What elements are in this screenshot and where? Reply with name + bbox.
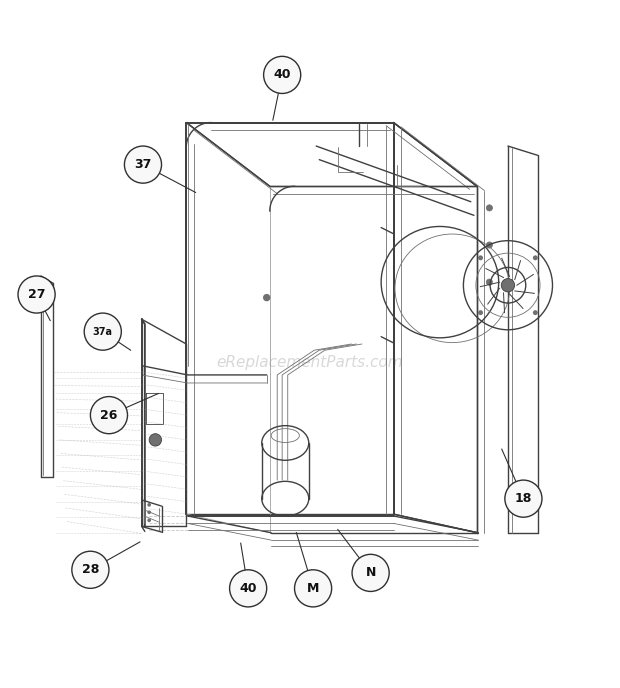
Text: 37a: 37a xyxy=(93,327,113,336)
Circle shape xyxy=(148,510,151,514)
Circle shape xyxy=(264,56,301,94)
Text: 37: 37 xyxy=(135,158,152,171)
Circle shape xyxy=(125,146,162,183)
Circle shape xyxy=(502,279,515,292)
Text: 26: 26 xyxy=(100,409,118,422)
Circle shape xyxy=(229,570,267,607)
Text: M: M xyxy=(307,582,319,595)
Text: 28: 28 xyxy=(82,563,99,577)
Circle shape xyxy=(148,519,151,522)
Text: 40: 40 xyxy=(273,68,291,81)
Circle shape xyxy=(352,555,389,592)
Circle shape xyxy=(263,294,270,301)
Text: N: N xyxy=(365,566,376,579)
Circle shape xyxy=(505,480,542,517)
Circle shape xyxy=(486,279,492,286)
Circle shape xyxy=(84,313,122,350)
Circle shape xyxy=(72,551,109,588)
Text: 40: 40 xyxy=(239,582,257,595)
Circle shape xyxy=(478,310,483,315)
Circle shape xyxy=(478,255,483,260)
Circle shape xyxy=(486,242,492,248)
Circle shape xyxy=(294,570,332,607)
Text: 27: 27 xyxy=(28,288,45,301)
Text: eReplacementParts.com: eReplacementParts.com xyxy=(216,355,404,370)
Circle shape xyxy=(533,310,538,315)
Circle shape xyxy=(533,255,538,260)
Circle shape xyxy=(486,205,492,211)
Circle shape xyxy=(18,276,55,313)
Circle shape xyxy=(149,433,162,446)
Circle shape xyxy=(148,503,151,506)
Text: 18: 18 xyxy=(515,492,532,505)
Circle shape xyxy=(91,396,128,433)
